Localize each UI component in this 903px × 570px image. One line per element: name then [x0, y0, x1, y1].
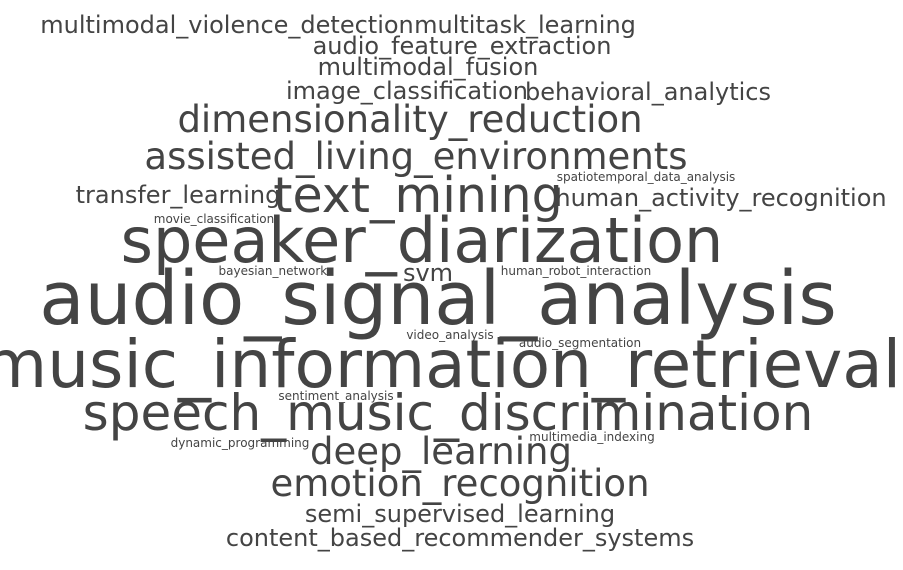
word-spatiotemporal-data-analysis: spatiotemporal_data_analysis [556, 170, 736, 184]
word-behavioral-analytics: behavioral_analytics [525, 78, 771, 106]
word-semi-supervised-learning: semi_supervised_learning [304, 500, 616, 528]
word-deep-learning: deep_learning [310, 430, 572, 473]
word-svm: svm [402, 259, 454, 287]
word-multimedia-indexing: multimedia_indexing [529, 430, 655, 444]
word-transfer-learning: transfer_learning [75, 181, 281, 209]
word-audio-feature-extraction: audio_feature_extraction [312, 32, 612, 60]
word-image-classification: image_classification [286, 77, 528, 105]
word-audio-signal-analysis: audio_signal_analysis [39, 256, 837, 342]
word-assisted-living-environments: assisted_living_environments [144, 135, 688, 178]
word-speech-music-discrimination: speech_music_discrimination [82, 384, 814, 442]
word-content-based-recommender-systems: content_based_recommender_systems [225, 524, 695, 552]
word-dimensionality-reduction: dimensionality_reduction [177, 98, 643, 141]
word-human-robot-interaction: human_robot_interaction [500, 264, 652, 278]
word-human-activity-recognition: human_activity_recognition [555, 184, 887, 212]
word-multimodal-fusion: multimodal_fusion [317, 53, 539, 81]
word-multimodal-violence-detection: multimodal_violence_detection [40, 11, 414, 39]
word-emotion-recognition: emotion_recognition [270, 462, 650, 505]
word-multitask-learning: multitask_learning [414, 11, 636, 39]
word-movie-classification: movie_classification [153, 212, 275, 226]
word-sentiment-analysis: sentiment_analysis [278, 389, 394, 403]
word-speaker-diarization: speaker_diarization [120, 204, 724, 277]
word-audio-segmentation: audio_segmentation [518, 336, 642, 350]
word-bayesian-networks: bayesian_networks [218, 264, 334, 278]
word-video-analysis: video_analysis [406, 328, 494, 342]
word-dynamic-programming: dynamic_programming [170, 436, 310, 450]
word-music-information-retrieval: music_information_retrieval [0, 326, 902, 403]
word-text-mining: text_mining [273, 167, 563, 224]
